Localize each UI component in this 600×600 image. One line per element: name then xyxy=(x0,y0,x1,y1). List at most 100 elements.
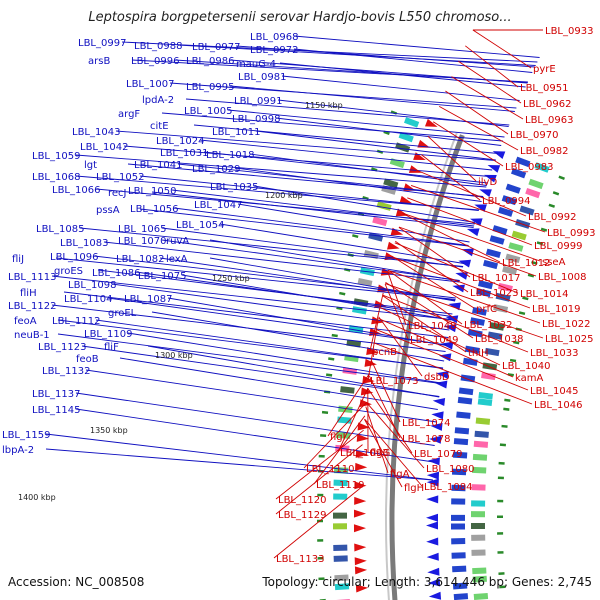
reverse-label-leader xyxy=(209,239,460,282)
reverse-cds-arrow xyxy=(427,578,441,587)
forward-label-leader xyxy=(370,360,401,423)
forward-label-leader xyxy=(382,295,467,353)
forward-gene-label: LBL_1093 xyxy=(340,448,388,459)
forward-label-leader xyxy=(407,197,533,246)
reverse-orf-dash xyxy=(496,515,504,519)
forward-label-leader xyxy=(415,169,527,217)
reverse-orf-block xyxy=(475,417,491,425)
forward-gene-label: LBL_1017 xyxy=(472,273,520,284)
forward-orf-dash xyxy=(325,373,333,377)
forward-gene-label: LBL_0994 xyxy=(482,196,530,207)
forward-cds-arrow xyxy=(355,462,368,471)
reverse-gene-label: LBL_1066 xyxy=(52,185,100,196)
reverse-label-leader xyxy=(151,311,445,362)
forward-gene-label: LBL_1074 xyxy=(402,418,450,429)
reverse-cds-arrow xyxy=(427,567,440,576)
reverse-label-leader xyxy=(161,227,464,268)
reverse-gene-label: LBL_1050 xyxy=(128,186,176,197)
forward-gene-label: prfC xyxy=(476,304,497,315)
reverse-gene-label: LBL_1085 xyxy=(36,224,84,235)
reverse-label-leader xyxy=(135,271,452,317)
reverse-feature-block xyxy=(458,387,474,396)
forward-feature-block xyxy=(333,555,348,562)
reverse-label-leader xyxy=(119,357,438,410)
reverse-gene-label: groES xyxy=(54,266,83,277)
reverse-orf-block xyxy=(471,484,486,491)
reverse-orf-dash xyxy=(548,203,556,208)
reverse-orf-block xyxy=(511,230,527,241)
reverse-feature-block xyxy=(510,168,527,179)
forward-gene-label: LBL_0992 xyxy=(528,212,576,223)
forward-label-leader xyxy=(365,401,425,469)
reverse-gene-label: LBL_1123 xyxy=(38,342,86,353)
scale-tick-label: 1200 kbp xyxy=(265,191,303,200)
reverse-label-leader xyxy=(193,124,499,154)
reverse-feature-block xyxy=(457,396,473,405)
forward-cds-arrow xyxy=(354,481,367,490)
reverse-gene-label: LBL_0995 xyxy=(186,82,234,93)
forward-cds-arrow xyxy=(354,543,367,552)
forward-label-leader xyxy=(385,282,474,339)
forward-cds-arrow xyxy=(355,449,368,458)
forward-orf-dash xyxy=(339,291,346,296)
reverse-label-leader xyxy=(173,207,469,246)
forward-gene-label: LBL_1084 xyxy=(424,482,472,493)
reverse-gene-label: feoA xyxy=(14,316,37,327)
forward-cds-arrow xyxy=(417,139,431,148)
reverse-label-leader xyxy=(167,297,447,346)
reverse-label-leader xyxy=(159,257,456,301)
reverse-label-leader xyxy=(253,185,476,223)
reverse-cds-arrow xyxy=(458,259,471,268)
reverse-orf-dash xyxy=(497,532,504,535)
forward-feature-block xyxy=(389,158,405,169)
reverse-orf-dash xyxy=(503,407,510,411)
reverse-orf-block xyxy=(478,391,494,400)
reverse-feature-block xyxy=(452,451,468,459)
forward-gene-label: LBL_1119 xyxy=(316,480,364,491)
reverse-orf-block xyxy=(472,453,488,461)
reverse-feature-block xyxy=(501,195,517,206)
reverse-label-leader xyxy=(151,191,474,228)
reverse-label-leader xyxy=(75,392,435,446)
forward-gene-label: LBL_1022 xyxy=(542,319,590,330)
reverse-label-leader xyxy=(127,332,442,384)
reverse-feature-block xyxy=(485,248,501,259)
reverse-label-leader xyxy=(171,189,475,227)
forward-label-leader xyxy=(402,213,501,263)
reverse-orf-block xyxy=(508,242,524,252)
forward-orf-dash xyxy=(318,577,325,581)
reverse-orf-dash xyxy=(499,585,506,589)
scale-tick-label: 1300 kbp xyxy=(155,351,193,360)
forward-gene-label: flgG xyxy=(370,448,390,459)
reverse-orf-block xyxy=(472,567,487,575)
reverse-gene-label: pssA xyxy=(96,205,120,216)
forward-gene-label: thiH xyxy=(468,348,489,359)
reverse-label-leader xyxy=(227,109,505,138)
reverse-label-leader xyxy=(45,433,433,481)
reverse-feature-block xyxy=(492,225,508,235)
reverse-orf-dash xyxy=(536,241,544,246)
reverse-label-leader xyxy=(107,297,447,346)
forward-gene-label: LBL_0970 xyxy=(510,130,558,141)
reverse-label-leader xyxy=(219,223,464,264)
reverse-gene-label: arsB xyxy=(88,56,110,67)
forward-label-leader xyxy=(395,240,469,293)
forward-gene-label: LBL_1079 xyxy=(414,449,462,460)
reverse-orf-dash xyxy=(558,175,565,180)
reverse-label-leader xyxy=(229,59,528,84)
forward-gene-label: LBL_1040 xyxy=(502,361,550,372)
reverse-cds-arrow xyxy=(426,552,439,561)
forward-cds-arrow xyxy=(356,433,369,442)
reverse-orf-dash xyxy=(497,499,504,503)
reverse-gene-label: LBL_0997 xyxy=(78,38,126,49)
reverse-orf-dash xyxy=(513,340,520,345)
reverse-label-leader xyxy=(161,112,503,142)
reverse-gene-label: LBL_0977 xyxy=(192,42,240,53)
reverse-orf-dash xyxy=(509,358,517,363)
reverse-feature-block xyxy=(451,552,466,559)
forward-label-leader xyxy=(391,256,531,309)
forward-gene-label: sseA xyxy=(542,257,566,268)
reverse-label-leader xyxy=(293,48,533,73)
reverse-feature-block xyxy=(451,538,466,545)
